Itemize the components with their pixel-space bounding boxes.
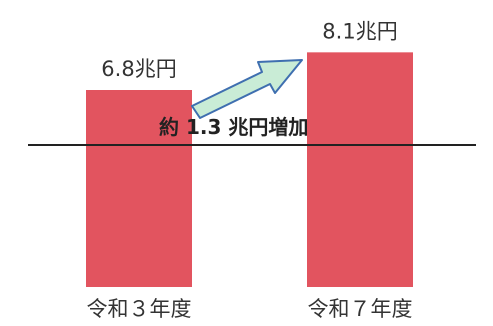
bar-reiwa7: [307, 52, 413, 288]
value-label-reiwa3: 6.8兆円: [101, 57, 176, 81]
increase-arrow-icon: [191, 59, 303, 119]
increase-annotation: 約 1.3 兆円増加: [159, 115, 308, 139]
category-label-reiwa7: 令和７年度: [308, 297, 413, 321]
value-label-reiwa7: 8.1兆円: [322, 19, 397, 43]
bar-reiwa3: [86, 90, 192, 287]
category-label-reiwa3: 令和３年度: [87, 297, 192, 321]
